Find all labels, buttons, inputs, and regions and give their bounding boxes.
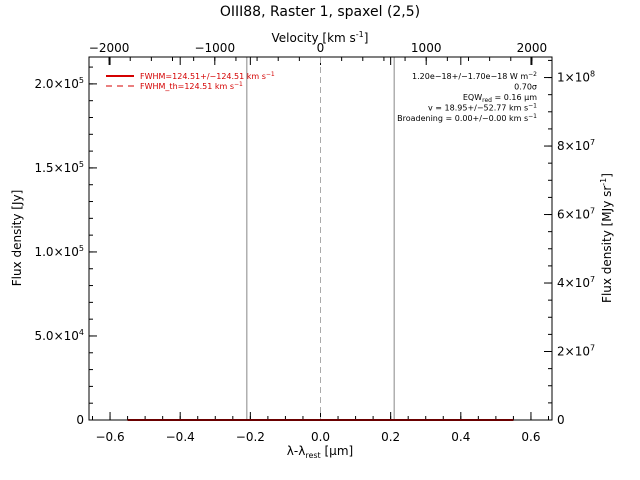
x-tick-label: 0.0 xyxy=(311,430,330,444)
plot-frame xyxy=(88,56,553,421)
vel-tick-label: 0 xyxy=(317,41,325,55)
right-y-axis-label: Flux density [MJy sr-1] xyxy=(599,173,614,303)
y-tick-label: 0 xyxy=(76,413,84,427)
legend-label: FWHM_th=124.51 km s−1 xyxy=(140,81,243,91)
x-tick-label: 0.2 xyxy=(381,430,400,444)
right-y-tick-label: 8×107 xyxy=(557,138,595,153)
annotation-line: 0.70σ xyxy=(514,83,537,92)
right-y-tick-label: 6×107 xyxy=(557,207,595,222)
right-y-tick-label: 2×107 xyxy=(557,344,595,359)
annotation-line: 1.20e−18+/−1.70e−18 W m−2 xyxy=(412,71,537,81)
legend: FWHM=124.51+/−124.51 km s−1FWHM_th=124.5… xyxy=(106,71,275,91)
axis-ticks: −0.6 −0.4 −0.2 0.0 0.2 0.4 0.6 −2000 −1000 0 1000 2… xyxy=(34,41,595,444)
chart-title: OIII88, Raster 1, spaxel (2,5) xyxy=(220,4,420,20)
x-tick-label: −0.2 xyxy=(236,430,265,444)
annotation-line: v = 18.95+/−52.77 km s−1 xyxy=(428,103,537,113)
y-axis-label: Flux density [Jy] xyxy=(10,190,24,287)
x-tick-label: 0.6 xyxy=(521,430,540,444)
annotation-line: EQWred = 0.16 μm xyxy=(463,93,537,104)
vel-tick-label: 1000 xyxy=(411,41,442,55)
y-tick-label: 1.5×105 xyxy=(34,160,84,175)
right-y-tick-label: 1×108 xyxy=(557,70,595,85)
x-tick-label: 0.4 xyxy=(451,430,470,444)
y-tick-label: 5.0×104 xyxy=(34,328,84,343)
vel-tick-label: −1000 xyxy=(194,41,235,55)
vel-tick-label: −2000 xyxy=(89,41,130,55)
right-y-tick-label: 4×107 xyxy=(557,275,595,290)
x-tick-label: −0.6 xyxy=(95,430,124,444)
y-tick-label: 2.0×105 xyxy=(34,76,84,91)
annotation-line: Broadening = 0.00+/−0.00 km s−1 xyxy=(397,113,537,123)
y-tick-label: 1.0×105 xyxy=(34,244,84,259)
vel-tick-label: 2000 xyxy=(517,41,548,55)
right-y-tick-label: 0 xyxy=(557,413,565,427)
x-tick-label: −0.4 xyxy=(166,430,195,444)
x-axis-label: λ-λrest [μm] xyxy=(287,444,353,460)
legend-label: FWHM=124.51+/−124.51 km s−1 xyxy=(140,71,275,81)
top-axis-label: Velocity [km s-1] xyxy=(272,30,369,45)
